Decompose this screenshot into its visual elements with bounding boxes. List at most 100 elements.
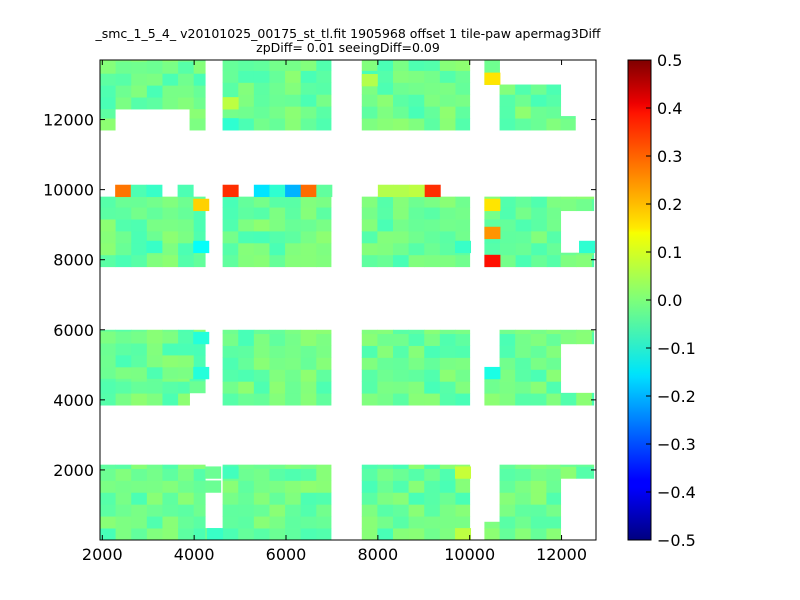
heatmap-cell-64 — [253, 516, 270, 529]
heatmap-cell-27 — [146, 464, 163, 469]
heatmap-cell-602 — [253, 70, 270, 83]
heatmap-cell-262 — [269, 357, 286, 370]
heatmap-cell-186 — [100, 331, 117, 344]
heatmap-cell-712 — [193, 240, 210, 254]
heatmap-cell-314 — [408, 329, 425, 335]
heatmap-cell-556 — [115, 60, 132, 62]
heatmap-cell-86 — [300, 504, 317, 517]
heatmap-cell-280 — [316, 393, 332, 406]
heatmap-cell-31 — [162, 492, 179, 505]
heatmap-cell-220 — [100, 378, 117, 382]
heatmap-cell-91 — [316, 528, 332, 540]
heatmap-cell-582 — [100, 118, 116, 131]
heatmap-cell-400 — [146, 219, 163, 232]
chart-title-line-1: _smc_1_5_4_ v20101025_00175_st_tl.fit 19… — [94, 26, 600, 41]
heatmap-cell-644 — [393, 70, 410, 83]
heatmap-cell-692 — [205, 480, 222, 493]
heatmap-cell-464 — [361, 242, 378, 256]
heatmap-cell-425 — [222, 207, 239, 220]
heatmap-cell-129 — [424, 492, 441, 505]
chart-title-line-2: zpDiff= 0.01 seeingDiff=0.09 — [256, 40, 440, 55]
heatmap-cell-108 — [377, 492, 394, 505]
heatmap-cell-656 — [424, 70, 441, 83]
heatmap-cell-403 — [162, 254, 179, 268]
heatmap-cell-230 — [162, 393, 179, 406]
x-tick-label-1: 4000 — [174, 545, 215, 564]
heatmap-cell-565 — [146, 61, 163, 74]
heatmap-cell-112 — [393, 528, 410, 540]
heatmap-cell-339 — [499, 393, 516, 406]
heatmap-cell-428 — [238, 242, 255, 256]
heatmap-cell-1 — [100, 516, 117, 529]
heatmap-cell-376 — [576, 392, 593, 394]
heatmap-cell-66 — [253, 492, 270, 505]
heatmap-cell-346 — [515, 393, 532, 406]
heatmap-cell-306 — [393, 333, 410, 346]
heatmap-cell-384 — [100, 196, 117, 208]
heatmap-cell-202 — [146, 329, 163, 332]
heatmap-cell-452 — [300, 242, 317, 256]
heatmap-cell-121 — [408, 504, 425, 517]
heatmap-cell-243 — [222, 333, 239, 346]
heatmap-cell-265 — [269, 329, 286, 335]
heatmap-cell-487 — [424, 254, 441, 268]
heatmap-cell-288 — [361, 381, 378, 394]
heatmap-cell-9 — [115, 504, 132, 517]
heatmap-cell-107 — [377, 504, 394, 517]
heatmap-cell-117 — [393, 468, 410, 481]
heatmap-cell-158 — [515, 504, 532, 517]
heatmap-cell-214 — [193, 355, 206, 368]
heatmap-cell-603 — [253, 60, 270, 71]
heatmap-cell-503 — [455, 207, 471, 220]
heatmap-cell-48 — [193, 464, 206, 469]
heatmap-cell-232 — [162, 378, 179, 382]
heatmap-cell-205 — [162, 343, 179, 356]
heatmap-cell-723 — [361, 74, 378, 87]
heatmap-cell-470 — [377, 242, 394, 256]
heatmap-cell-225 — [131, 381, 148, 394]
heatmap-cell-247 — [238, 369, 255, 382]
heatmap-cell-544 — [576, 196, 593, 200]
heatmap-cell-190 — [115, 343, 132, 356]
heatmap-cell-3 — [100, 492, 117, 505]
colorbar-tick-label-3: 0.2 — [657, 195, 682, 214]
heatmap-cell-97 — [316, 464, 332, 469]
heatmap-cell-338 — [484, 378, 500, 382]
heatmap-cell-115 — [393, 492, 410, 505]
heatmap-cell-238 — [222, 393, 239, 406]
heatmap-cell-417 — [193, 230, 206, 244]
heatmap-cell-336 — [484, 393, 500, 406]
heatmap-cell-716 — [193, 331, 210, 345]
heatmap-cell-385 — [115, 254, 132, 268]
heatmap-cell-77 — [285, 528, 302, 540]
heatmap-cell-342 — [499, 357, 516, 370]
heatmap-cell-189 — [115, 355, 132, 368]
heatmap-cell-645 — [393, 60, 410, 71]
heatmap-cell-215 — [193, 343, 206, 356]
heatmap-cell-568 — [162, 85, 179, 98]
heatmap-cell-380 — [100, 242, 117, 256]
heatmap-cell-62 — [238, 464, 255, 469]
heatmap-cell-14 — [131, 528, 148, 540]
heatmap-cell-362 — [546, 369, 562, 382]
heatmap-cell-599 — [253, 106, 270, 119]
heatmap-cell-163 — [530, 528, 547, 540]
heatmap-cell-373 — [560, 393, 577, 406]
heatmap-cell-307 — [393, 329, 410, 335]
heatmap-cell-589 — [222, 82, 239, 95]
heatmap-cell-597 — [238, 60, 255, 71]
heatmap-cell-545 — [591, 198, 595, 212]
heatmap-cell-674 — [499, 106, 516, 119]
heatmap-cell-378 — [591, 392, 595, 394]
heatmap-cell-642 — [393, 94, 410, 107]
heatmap-cell-506 — [484, 242, 501, 256]
heatmap-cell-520 — [515, 219, 532, 232]
heatmap-cell-412 — [178, 219, 195, 232]
heatmap-cell-194 — [131, 355, 148, 368]
heatmap-cell-472 — [377, 219, 394, 232]
heatmap-cell-450 — [285, 196, 302, 208]
heatmap-cell-327 — [439, 333, 456, 346]
heatmap-cell-119 — [408, 528, 425, 540]
heatmap-cell-224 — [131, 393, 148, 406]
heatmap-cell-690 — [560, 116, 576, 119]
